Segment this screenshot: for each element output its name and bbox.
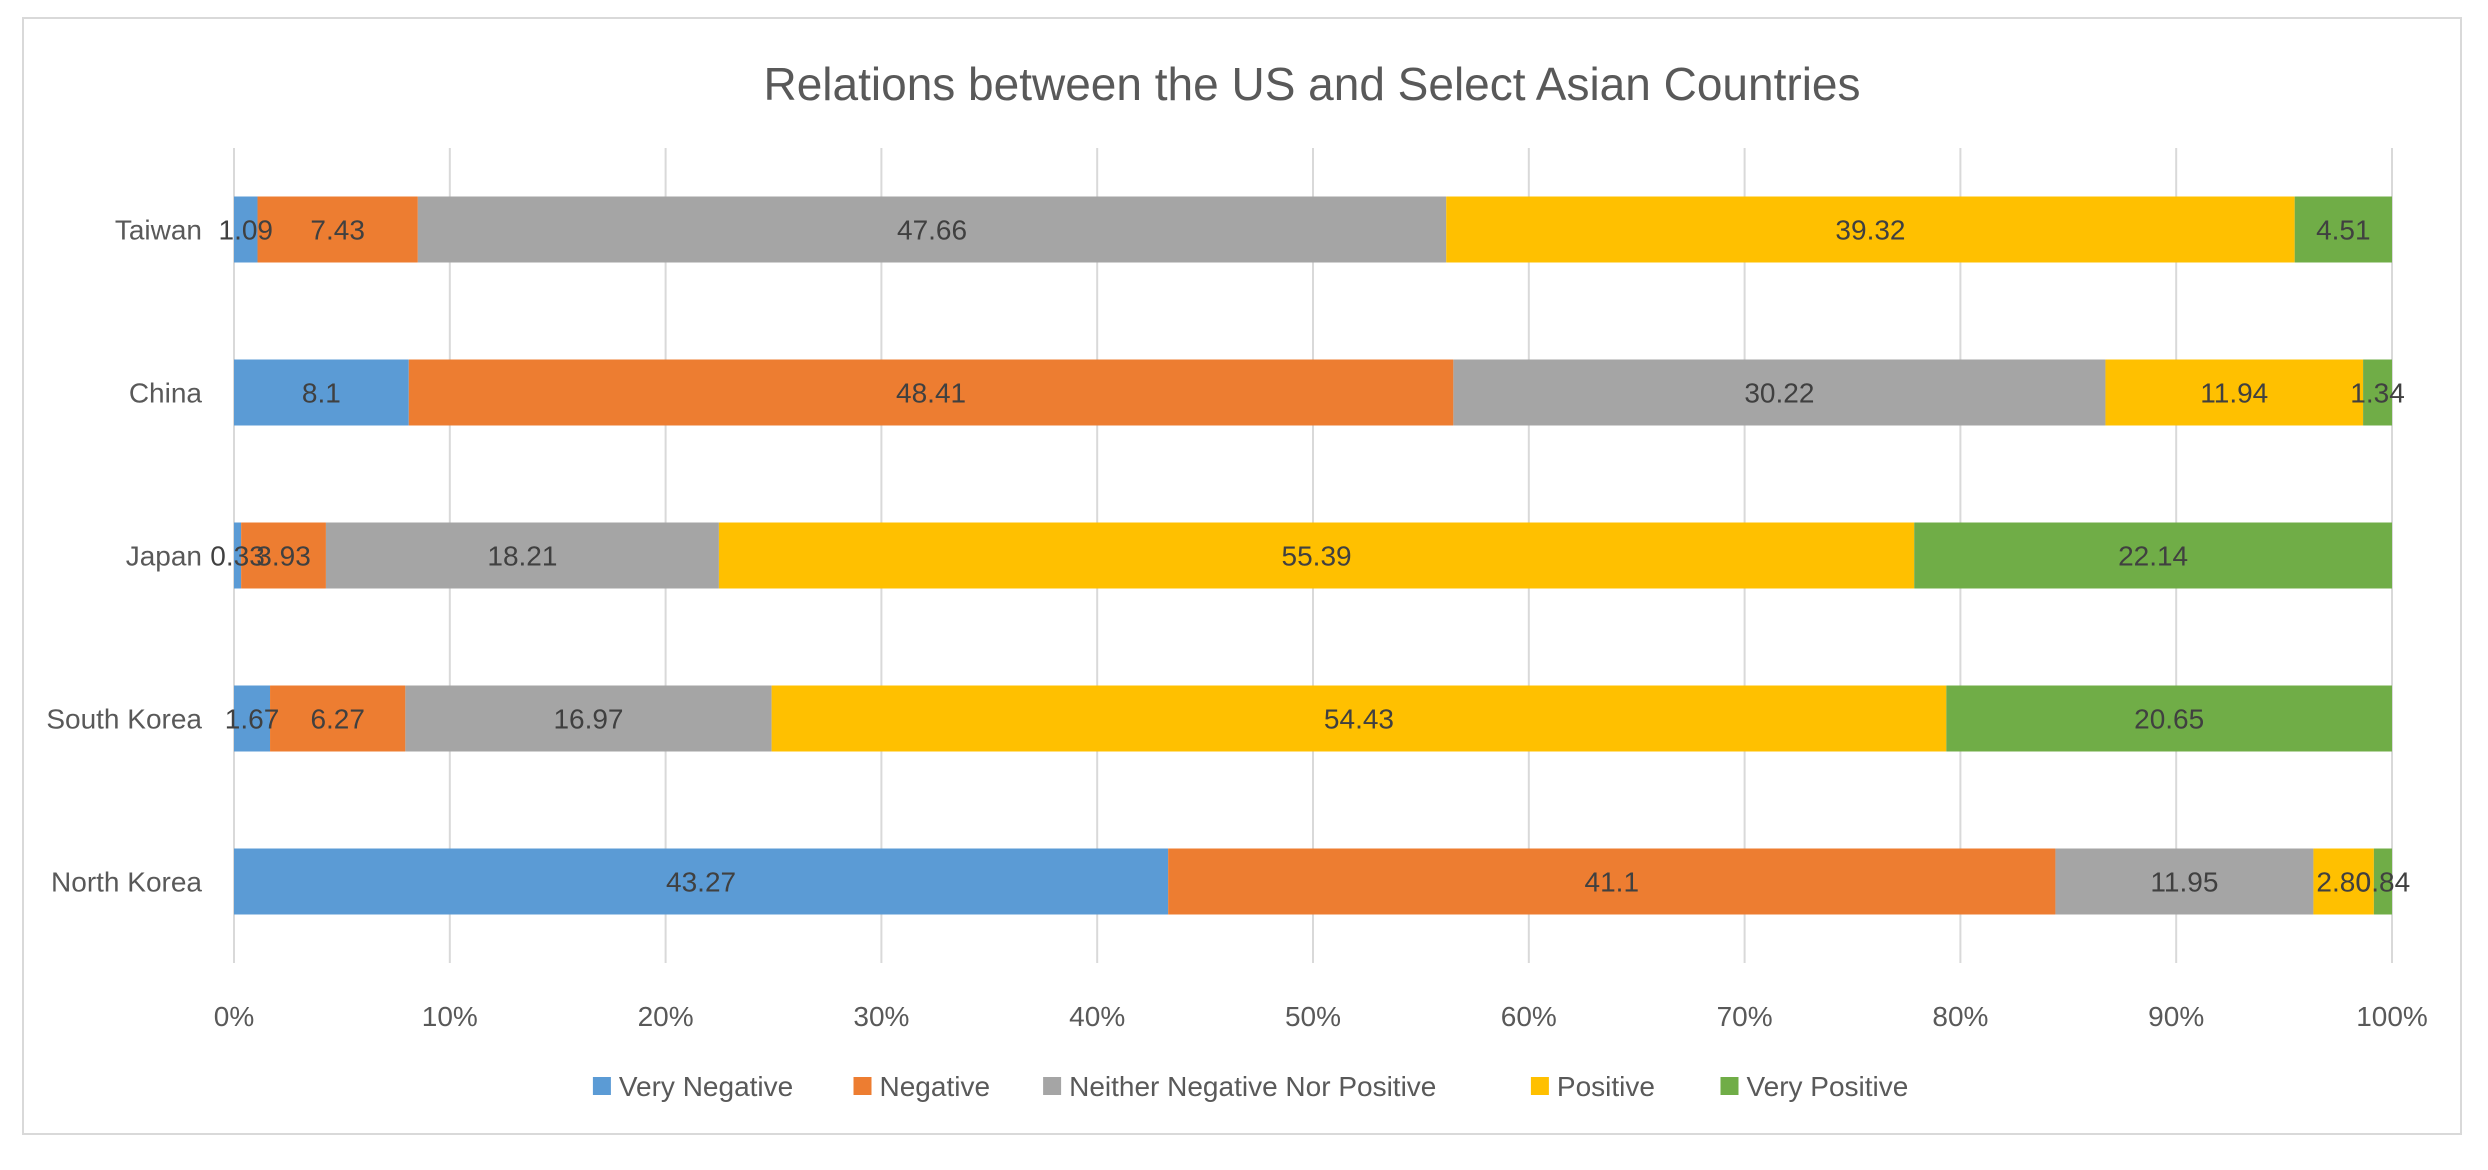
bar-segment (1453, 359, 2106, 426)
axes: 0% 10% 20% 30% 40% 50% 60% 70% 80% 90% 100% North K… (46, 215, 2427, 1033)
bar-segment (718, 522, 1915, 589)
data-label: 48.41 (896, 378, 966, 409)
x-tick-label: 20% (638, 1001, 694, 1032)
bar-segment (234, 196, 258, 263)
category-label: North Korea (51, 867, 202, 898)
data-label: 8.1 (302, 378, 341, 409)
data-label: 1.67 (225, 704, 280, 735)
category-label: Taiwan (115, 215, 202, 246)
data-label: 11.94 (2200, 378, 2268, 409)
legend-swatch (1043, 1077, 1062, 1095)
bar-segment (270, 685, 406, 752)
bar-segment (234, 359, 409, 426)
legend-swatch (853, 1077, 872, 1095)
data-label: 39.32 (1835, 215, 1905, 246)
bars (234, 196, 2392, 915)
x-tick-label: 50% (1285, 1001, 1341, 1032)
bar-segment (417, 196, 1447, 263)
data-label: 43.27 (666, 867, 736, 898)
legend-label: Positive (1557, 1071, 1655, 1102)
x-tick-label: 100% (2356, 1001, 2428, 1032)
data-label: 20.65 (2134, 704, 2204, 735)
x-tick-label: 80% (1932, 1001, 1988, 1032)
data-label: 2.80 (2316, 867, 2371, 898)
data-label: 16.97 (553, 704, 623, 735)
legend: Very Negative Negative Neither Negative No… (592, 1071, 1909, 1102)
data-labels: 43.27 41.1 11.95 2.800.84 1.67 6.27 16.97 54.43… (210, 215, 2410, 898)
x-tick-label: 90% (2148, 1001, 2204, 1032)
x-tick-label: 40% (1069, 1001, 1125, 1032)
bar-segment (234, 685, 271, 752)
data-label: 0.84 (2356, 867, 2411, 898)
data-label: 11.95 (2150, 867, 2218, 898)
data-label: 30.22 (1744, 378, 1814, 409)
data-label: 41.1 (1585, 867, 1640, 898)
bar-segment (2055, 848, 2314, 915)
bar-segment (1446, 196, 2295, 263)
data-label: 54.43 (1324, 704, 1394, 735)
bar-segment (325, 522, 719, 589)
legend-label: Very Positive (1747, 1071, 1909, 1102)
bar-segment (1168, 848, 2056, 915)
category-label: China (129, 378, 203, 409)
bar-segment (405, 685, 772, 752)
x-tick-label: 0% (214, 1001, 254, 1032)
data-label: 1.34 (2350, 378, 2405, 409)
bar-segment (2373, 848, 2392, 915)
bar-segment (2105, 359, 2364, 426)
bar-segment (1946, 685, 2392, 752)
bar-segment (408, 359, 1454, 426)
x-tick-label: 10% (422, 1001, 478, 1032)
legend-swatch (1720, 1077, 1739, 1095)
x-tick-label: 60% (1501, 1001, 1557, 1032)
bar-segment (234, 522, 242, 589)
category-label: Japan (126, 541, 202, 572)
x-tick-label: 30% (853, 1001, 909, 1032)
bar-segment (2294, 196, 2392, 263)
data-label: 22.14 (2118, 541, 2188, 572)
x-tick-label: 70% (1717, 1001, 1773, 1032)
category-label: South Korea (46, 704, 202, 735)
data-label: 18.21 (487, 541, 557, 572)
chart-title: Relations between the US and Select Asia… (764, 58, 1861, 110)
bar-segment (234, 848, 1169, 915)
legend-swatch (1530, 1077, 1549, 1095)
data-label: 55.39 (1282, 541, 1352, 572)
bar-segment (2313, 848, 2374, 915)
data-label: 47.66 (897, 215, 967, 246)
data-label: 7.43 (310, 215, 365, 246)
data-label: 0.33 (210, 541, 265, 572)
data-label: 1.09 (219, 215, 274, 246)
bar-segment (241, 522, 326, 589)
bar-segment (1914, 522, 2392, 589)
bar-segment (771, 685, 1947, 752)
legend-swatch (592, 1077, 611, 1095)
data-label: 4.51 (2316, 215, 2371, 246)
legend-label: Very Negative (619, 1071, 793, 1102)
bar-segment (257, 196, 418, 263)
legend-label: Neither Negative Nor Positive (1069, 1071, 1436, 1102)
data-label: 3.93 (256, 541, 311, 572)
bar-segment (2363, 359, 2392, 426)
data-label: 6.27 (310, 704, 365, 735)
legend-label: Negative (880, 1071, 991, 1102)
